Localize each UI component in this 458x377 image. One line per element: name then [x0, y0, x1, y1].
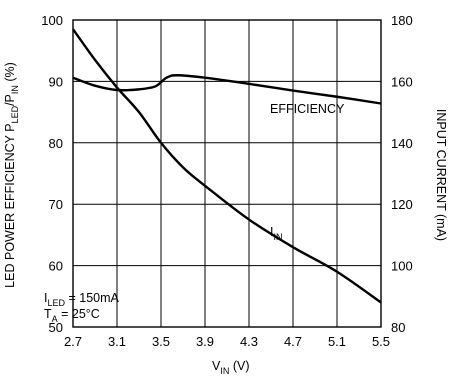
x-tick-label: 4.7 — [284, 334, 302, 349]
y-left-tick-label: 80 — [49, 136, 63, 151]
y-right-axis-label: INPUT CURRENT (mA) — [434, 109, 448, 241]
y-left-tick-label: 70 — [49, 197, 63, 212]
series-efficiency-label: EFFICIENCY — [270, 102, 345, 116]
x-tick-labels: 2.7 3.1 3.5 3.9 4.3 4.7 5.1 5.5 — [64, 334, 390, 349]
y-left-tick-label: 50 — [49, 320, 63, 335]
annotation-temperature: TA = 25°C — [44, 307, 100, 324]
y-right-tick-label: 100 — [391, 259, 413, 274]
series-input-current-line — [72, 28, 382, 304]
series-efficiency-line — [72, 74, 382, 105]
y-left-axis-label: LED POWER EFFICIENCY PLED/PIN (%) — [3, 62, 20, 288]
y-left-tick-label: 90 — [49, 74, 63, 89]
plot-frame — [72, 19, 382, 328]
x-tick-label: 5.5 — [372, 334, 390, 349]
y-left-tick-label: 60 — [49, 259, 63, 274]
y-right-tick-label: 80 — [391, 320, 405, 335]
x-tick-label: 4.3 — [240, 334, 258, 349]
y-right-tick-label: 160 — [391, 74, 413, 89]
grid — [72, 19, 382, 328]
y-left-tick-labels: 50 60 70 80 90 100 — [41, 13, 63, 335]
series-input-current-label: IIN — [270, 225, 282, 242]
x-axis-label: VIN (V) — [212, 359, 249, 376]
x-tick-label: 2.7 — [64, 334, 82, 349]
x-tick-label: 3.1 — [108, 334, 126, 349]
y-left-tick-label: 100 — [41, 13, 63, 28]
y-right-tick-labels: 80 100 120 140 160 180 — [391, 13, 413, 335]
y-right-tick-label: 140 — [391, 136, 413, 151]
y-right-tick-label: 120 — [391, 197, 413, 212]
x-tick-label: 5.1 — [328, 334, 346, 349]
x-tick-label: 3.9 — [196, 334, 214, 349]
annotation-led-current: ILED = 150mA — [44, 291, 120, 308]
x-tick-label: 3.5 — [152, 334, 170, 349]
y-right-tick-label: 180 — [391, 13, 413, 28]
